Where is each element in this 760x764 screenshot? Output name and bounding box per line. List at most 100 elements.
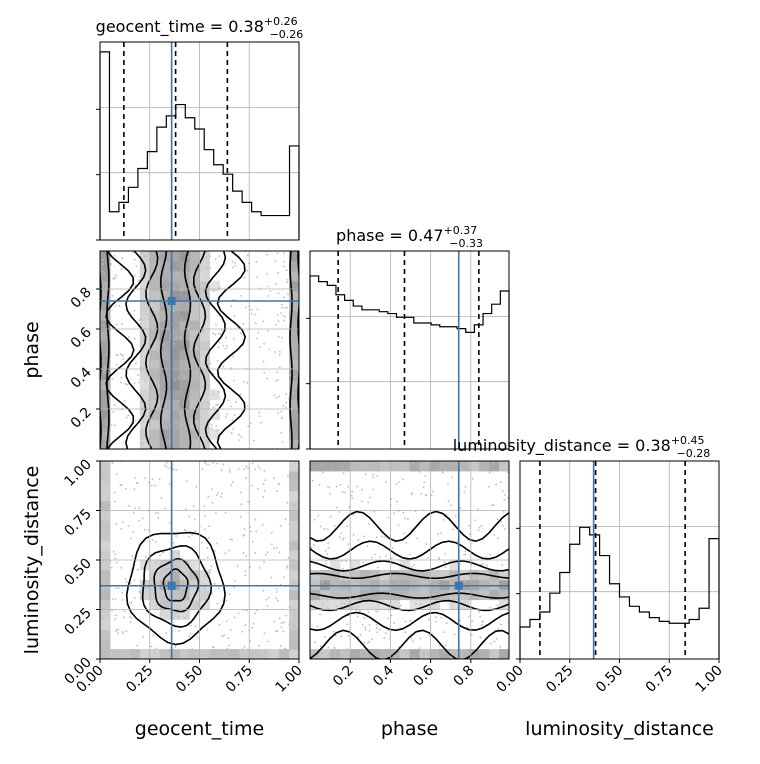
sample-point bbox=[211, 427, 213, 430]
sample-point bbox=[280, 312, 282, 314]
sample-point bbox=[215, 425, 218, 428]
density-pixel bbox=[109, 649, 121, 659]
sample-point bbox=[153, 651, 156, 654]
sample-point bbox=[286, 279, 289, 281]
sample-point bbox=[402, 478, 405, 481]
density-pixel bbox=[100, 300, 111, 311]
density-pixel bbox=[229, 649, 240, 659]
sample-point bbox=[202, 330, 205, 333]
density-pixel bbox=[449, 599, 460, 610]
sample-point bbox=[102, 258, 104, 261]
sample-point bbox=[139, 592, 142, 594]
sample-point bbox=[201, 541, 203, 544]
sample-point bbox=[154, 511, 157, 514]
sample-point bbox=[227, 399, 230, 402]
density-pixel bbox=[149, 251, 161, 262]
sample-point bbox=[149, 404, 152, 407]
density-pixel bbox=[310, 461, 321, 472]
sample-point bbox=[478, 526, 480, 529]
sample-point bbox=[102, 477, 105, 480]
sample-point bbox=[473, 589, 476, 592]
density-pixel bbox=[189, 439, 200, 449]
sample-point bbox=[345, 657, 348, 659]
sample-point bbox=[375, 610, 378, 613]
sample-point bbox=[488, 471, 491, 474]
sample-point bbox=[374, 553, 376, 556]
sample-point bbox=[278, 551, 281, 554]
density-pixel bbox=[139, 369, 151, 381]
density-pixel bbox=[149, 350, 161, 361]
sample-point bbox=[416, 537, 418, 540]
density-pixel bbox=[289, 560, 299, 571]
sample-point bbox=[342, 537, 345, 539]
sample-point bbox=[155, 647, 158, 650]
density-pixel bbox=[179, 300, 191, 311]
sample-point bbox=[277, 411, 280, 414]
density-pixel bbox=[169, 290, 181, 301]
sample-point bbox=[234, 580, 236, 583]
density-pixel bbox=[100, 369, 111, 381]
sample-point bbox=[350, 494, 353, 497]
sample-point bbox=[233, 337, 235, 340]
sample-point bbox=[263, 650, 266, 652]
sample-point bbox=[495, 637, 498, 640]
marginal-title-phase: phase = 0.47+0.37 −0.33 bbox=[336, 224, 483, 250]
density-pixel bbox=[369, 649, 381, 659]
sample-point bbox=[146, 587, 149, 589]
sample-point bbox=[359, 633, 362, 636]
sample-point bbox=[491, 504, 493, 507]
sample-point bbox=[114, 424, 116, 427]
sample-point bbox=[134, 477, 137, 479]
contour-line bbox=[204, 251, 227, 449]
sample-point bbox=[167, 326, 170, 329]
sample-point bbox=[155, 428, 158, 431]
sample-point bbox=[146, 415, 149, 418]
sample-point bbox=[291, 550, 294, 553]
sample-point bbox=[194, 625, 197, 628]
sample-point bbox=[184, 599, 187, 602]
density-pixel bbox=[439, 649, 450, 659]
density-pixel bbox=[399, 461, 410, 472]
sample-point bbox=[496, 604, 499, 607]
sample-point bbox=[215, 494, 218, 496]
sample-point bbox=[333, 646, 335, 649]
sample-point bbox=[454, 514, 457, 517]
sample-point bbox=[252, 540, 254, 543]
sample-point bbox=[265, 598, 268, 601]
sample-point bbox=[206, 441, 209, 444]
sample-point bbox=[335, 506, 338, 509]
density-pixel bbox=[169, 320, 181, 331]
density-pixel bbox=[329, 599, 341, 610]
x-tick-label: 0.00 bbox=[493, 663, 526, 696]
sample-point bbox=[499, 588, 501, 591]
sample-point bbox=[319, 525, 322, 528]
sample-point bbox=[277, 378, 279, 381]
density-pixel bbox=[169, 399, 181, 410]
density-pixel bbox=[289, 260, 299, 272]
density-pixel bbox=[189, 369, 200, 381]
sample-point bbox=[226, 648, 229, 650]
sample-point bbox=[231, 419, 234, 421]
sample-point bbox=[113, 491, 116, 494]
histogram-phase: phase = 0.47+0.37 −0.33 bbox=[306, 224, 510, 450]
sample-point bbox=[215, 512, 217, 515]
sample-point bbox=[263, 561, 266, 563]
sample-point bbox=[277, 335, 280, 338]
sample-point bbox=[440, 616, 443, 619]
histogram-step-luminosity_distance bbox=[519, 526, 720, 659]
density-pixel bbox=[179, 280, 191, 292]
density-pixel bbox=[179, 429, 191, 440]
sample-point bbox=[100, 311, 103, 313]
sample-point bbox=[191, 533, 194, 536]
sample-point bbox=[282, 630, 285, 633]
sample-point bbox=[189, 575, 192, 578]
density-pixel bbox=[100, 461, 111, 472]
sample-point bbox=[150, 594, 152, 596]
sample-point bbox=[105, 431, 108, 434]
sample-point bbox=[274, 282, 277, 285]
sample-point bbox=[428, 586, 430, 589]
sample-point bbox=[103, 632, 106, 635]
sample-point bbox=[247, 425, 250, 428]
sample-point bbox=[127, 414, 130, 417]
sample-point bbox=[218, 623, 221, 626]
